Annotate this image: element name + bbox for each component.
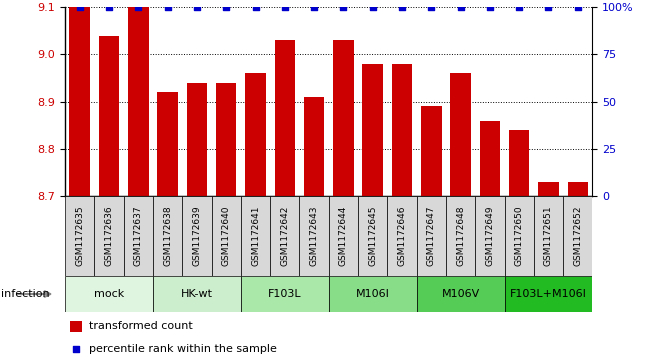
Bar: [392, 64, 412, 196]
Text: GSM1172644: GSM1172644: [339, 206, 348, 266]
Text: GSM1172638: GSM1172638: [163, 205, 172, 266]
Bar: [70, 321, 82, 332]
Text: infection: infection: [1, 289, 49, 299]
Point: [514, 4, 524, 10]
Text: F103L+M106I: F103L+M106I: [510, 289, 587, 299]
Point: [280, 4, 290, 10]
Text: GSM1172642: GSM1172642: [281, 206, 289, 266]
Bar: [417, 196, 446, 276]
Bar: [333, 40, 353, 196]
Text: GSM1172647: GSM1172647: [427, 206, 436, 266]
Point: [74, 4, 85, 10]
Point: [484, 4, 495, 10]
Text: GSM1172636: GSM1172636: [105, 205, 113, 266]
Bar: [387, 196, 417, 276]
Bar: [505, 276, 592, 312]
Bar: [241, 276, 329, 312]
Bar: [304, 97, 324, 196]
Text: M106I: M106I: [355, 289, 390, 299]
Bar: [329, 196, 358, 276]
Bar: [153, 196, 182, 276]
Bar: [94, 196, 124, 276]
Text: transformed count: transformed count: [89, 321, 193, 331]
Text: GSM1172652: GSM1172652: [574, 206, 582, 266]
Text: GSM1172648: GSM1172648: [456, 206, 465, 266]
Text: percentile rank within the sample: percentile rank within the sample: [89, 344, 277, 354]
Text: GSM1172637: GSM1172637: [134, 205, 143, 266]
Bar: [421, 106, 441, 196]
Text: GSM1172645: GSM1172645: [368, 206, 377, 266]
Point: [71, 346, 81, 352]
Point: [133, 4, 143, 10]
Bar: [568, 182, 588, 196]
Bar: [158, 92, 178, 196]
Point: [104, 4, 115, 10]
Bar: [275, 40, 295, 196]
Text: GSM1172640: GSM1172640: [222, 206, 230, 266]
Bar: [446, 196, 475, 276]
Bar: [509, 130, 529, 196]
Text: GSM1172639: GSM1172639: [193, 205, 201, 266]
Bar: [480, 121, 500, 196]
Bar: [299, 196, 329, 276]
Bar: [216, 83, 236, 196]
Point: [396, 4, 408, 10]
Text: F103L: F103L: [268, 289, 301, 299]
Text: GSM1172649: GSM1172649: [486, 206, 494, 266]
Bar: [124, 196, 153, 276]
Point: [191, 4, 202, 10]
Text: mock: mock: [94, 289, 124, 299]
Bar: [538, 182, 559, 196]
Text: GSM1172650: GSM1172650: [515, 205, 523, 266]
Text: GSM1172635: GSM1172635: [76, 205, 84, 266]
Point: [543, 4, 553, 10]
Bar: [70, 7, 90, 196]
Bar: [182, 196, 212, 276]
Point: [572, 4, 583, 10]
Bar: [245, 73, 266, 196]
Bar: [534, 196, 563, 276]
Text: GSM1172651: GSM1172651: [544, 205, 553, 266]
Bar: [212, 196, 241, 276]
Point: [250, 4, 260, 10]
Bar: [329, 276, 417, 312]
Bar: [99, 36, 119, 196]
Point: [367, 4, 378, 10]
Point: [309, 4, 319, 10]
Text: GSM1172643: GSM1172643: [310, 206, 318, 266]
Bar: [505, 196, 534, 276]
Text: GSM1172646: GSM1172646: [398, 206, 406, 266]
Bar: [563, 196, 592, 276]
Bar: [450, 73, 471, 196]
Point: [339, 4, 349, 10]
Bar: [358, 196, 387, 276]
Text: GSM1172641: GSM1172641: [251, 206, 260, 266]
Bar: [153, 276, 241, 312]
Point: [221, 4, 232, 10]
Bar: [128, 7, 148, 196]
Text: HK-wt: HK-wt: [181, 289, 213, 299]
Bar: [241, 196, 270, 276]
Bar: [417, 276, 505, 312]
Bar: [187, 83, 207, 196]
Text: M106V: M106V: [441, 289, 480, 299]
Bar: [270, 196, 299, 276]
Point: [163, 4, 173, 10]
Bar: [475, 196, 505, 276]
Bar: [65, 196, 94, 276]
Bar: [65, 276, 153, 312]
Point: [455, 4, 465, 10]
Bar: [363, 64, 383, 196]
Point: [426, 4, 436, 10]
